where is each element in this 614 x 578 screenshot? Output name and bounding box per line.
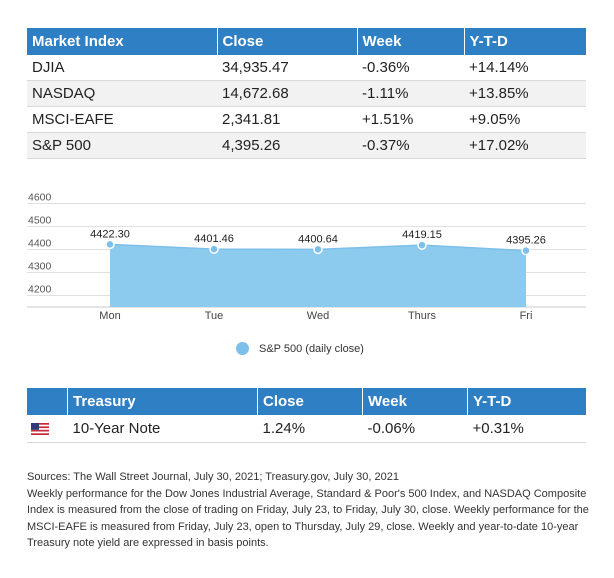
x-tick-label: Tue <box>205 310 224 322</box>
legend-label: S&P 500 (daily close) <box>259 342 364 355</box>
data-label: 4395.26 <box>506 235 546 247</box>
index-name: MSCI-EAFE <box>27 106 217 133</box>
data-point <box>209 244 219 254</box>
index-ytd: +13.85% <box>464 80 586 107</box>
x-tick-label: Fri <box>520 310 533 322</box>
index-ytd: +14.14% <box>464 55 586 81</box>
x-tick-label: Thurs <box>408 310 437 322</box>
treasury-name: 10-Year Note <box>67 415 258 443</box>
sources-note: Sources: The Wall Street Journal, July 3… <box>27 471 399 483</box>
table-row: NASDAQ 14,672.68 -1.11% +13.85% <box>27 80 586 107</box>
index-close: 2,341.81 <box>217 106 357 133</box>
header-market-index: Market Index <box>27 28 218 55</box>
table-row: DJIA 34,935.47 -0.36% +14.14% <box>27 55 586 81</box>
data-point <box>313 244 323 255</box>
y-tick-label: 4400 <box>28 238 52 250</box>
index-week: -0.37% <box>357 132 464 159</box>
table-row: 10-Year Note 1.24% -0.06% +0.31% <box>27 415 586 443</box>
data-label: 4419.15 <box>402 229 442 241</box>
header-ytd: Y-T-D <box>467 388 586 415</box>
treasury-close: 1.24% <box>257 415 363 443</box>
index-close: 34,935.47 <box>217 55 357 81</box>
data-label: 4400.64 <box>298 233 338 245</box>
y-tick-label: 4600 <box>28 192 52 204</box>
index-week: -1.11% <box>357 80 464 107</box>
header-treasury: Treasury <box>67 388 258 415</box>
market-index-table: Market Index Close Week Y-T-D DJIA 34,93… <box>27 28 586 159</box>
treasury-table: Treasury Close Week Y-T-D 10-Year Note 1… <box>27 388 586 443</box>
header-week: Week <box>357 28 465 55</box>
data-point <box>105 239 115 250</box>
data-label: 4401.46 <box>194 233 234 245</box>
index-name: S&P 500 <box>27 132 217 159</box>
table-row: S&P 500 4,395.26 -0.37% +17.02% <box>27 132 586 159</box>
treasury-table-header: Treasury Close Week Y-T-D <box>27 388 586 415</box>
index-week: -0.36% <box>357 55 464 81</box>
flag-cell <box>27 415 68 443</box>
index-ytd: +9.05% <box>464 106 586 133</box>
market-table-header: Market Index Close Week Y-T-D <box>27 28 586 55</box>
series-area <box>110 244 526 307</box>
data-point <box>417 240 427 250</box>
legend-marker <box>236 342 249 355</box>
y-tick-label: 4500 <box>28 215 52 227</box>
index-name: DJIA <box>27 55 217 81</box>
header-close: Close <box>257 388 363 415</box>
header-close: Close <box>217 28 358 55</box>
treasury-week: -0.06% <box>362 415 468 443</box>
treasury-ytd: +0.31% <box>467 415 586 443</box>
y-tick-label: 4200 <box>28 284 52 296</box>
data-label: 4422.30 <box>90 228 130 240</box>
table-row: MSCI-EAFE 2,341.81 +1.51% +9.05% <box>27 106 586 133</box>
us-flag-icon <box>31 422 49 435</box>
sp500-area-chart: 4200 4300 4400 4500 4600 4422.30 Mon 4401.46 Tue… <box>27 192 586 322</box>
methodology-note: Weekly performance for the Dow Jones Ind… <box>27 487 589 550</box>
index-close: 4,395.26 <box>217 132 357 159</box>
footnotes: Sources: The Wall Street Journal, July 3… <box>27 469 597 552</box>
index-ytd: +17.02% <box>464 132 586 159</box>
index-name: NASDAQ <box>27 80 217 107</box>
y-tick-label: 4300 <box>28 261 52 273</box>
chart-legend: S&P 500 (daily close) <box>236 342 364 355</box>
header-ytd: Y-T-D <box>464 28 586 55</box>
index-close: 14,672.68 <box>217 80 357 107</box>
header-flag <box>27 388 68 415</box>
index-week: +1.51% <box>357 106 464 133</box>
x-tick-label: Wed <box>307 310 329 322</box>
x-tick-label: Mon <box>99 310 120 322</box>
header-week: Week <box>362 388 468 415</box>
data-point <box>521 245 531 256</box>
